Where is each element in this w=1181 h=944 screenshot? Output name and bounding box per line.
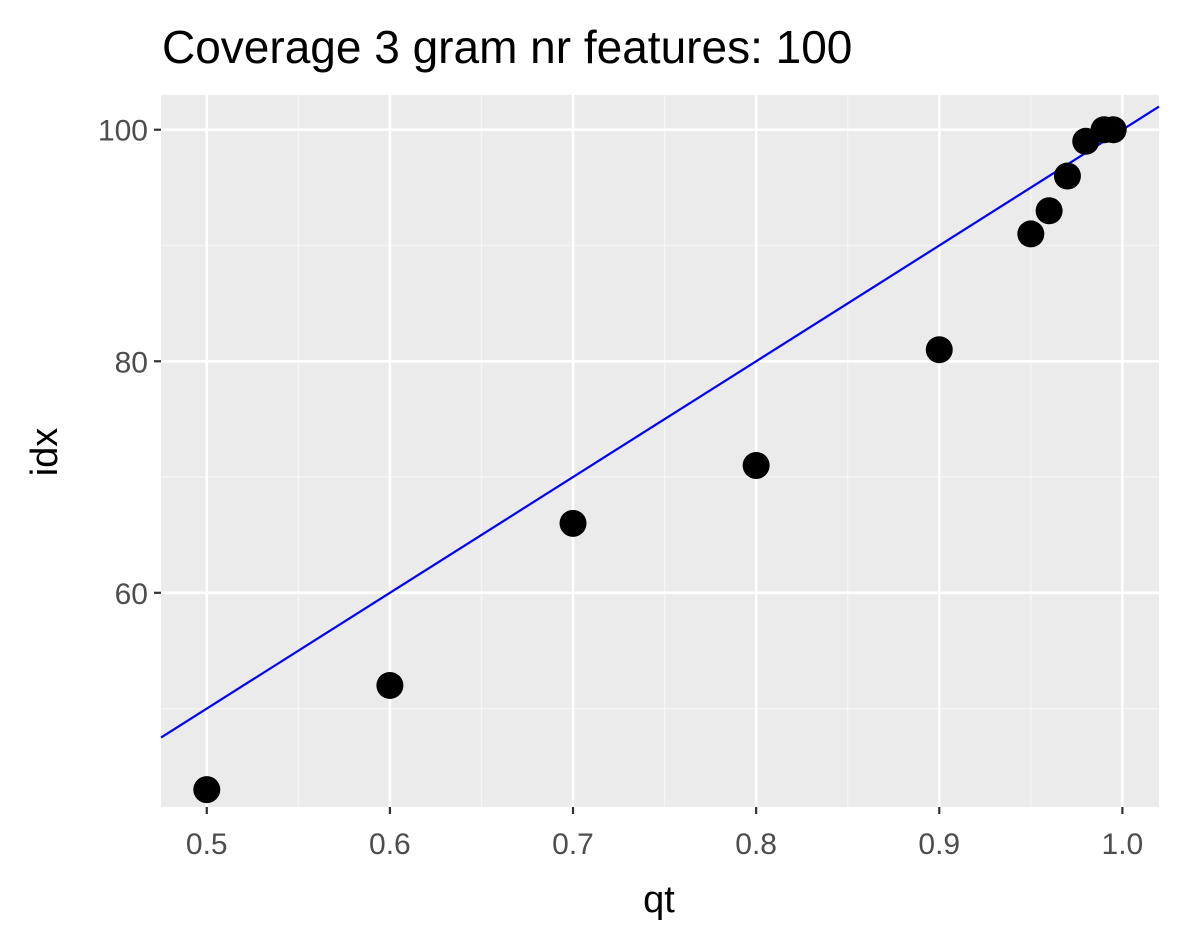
y-axis-ticks: 60 80 100 [98, 115, 161, 611]
x-tick-label: 0.5 [186, 828, 228, 861]
y-axis-label: idx [24, 428, 66, 477]
data-point [376, 671, 404, 699]
y-tick-label: 80 [115, 346, 148, 379]
x-axis-label: qt [643, 879, 675, 921]
x-tick-label: 0.7 [552, 828, 594, 861]
x-tick-label: 0.9 [918, 828, 960, 861]
x-tick-label: 1.0 [1102, 828, 1144, 861]
chart-title: Coverage 3 gram nr features: 100 [162, 21, 852, 73]
data-point [559, 509, 587, 537]
y-tick-label: 100 [98, 115, 148, 148]
reference-line [160, 105, 1160, 739]
data-point [193, 776, 221, 804]
data-point [742, 451, 770, 479]
data-point [1053, 162, 1081, 190]
data-point [1099, 116, 1127, 144]
plot-panel [161, 95, 1159, 807]
x-axis-ticks: 0.5 0.6 0.7 0.8 0.9 1.0 [186, 807, 1143, 861]
x-tick-label: 0.8 [735, 828, 777, 861]
x-tick-label: 0.6 [369, 828, 411, 861]
reference-line-group [160, 105, 1160, 739]
data-point [1035, 197, 1063, 225]
data-point [925, 336, 953, 364]
y-tick-label: 60 [115, 578, 148, 611]
data-point [1017, 220, 1045, 248]
minor-gridlines [161, 95, 1159, 807]
data-points [193, 116, 1127, 804]
